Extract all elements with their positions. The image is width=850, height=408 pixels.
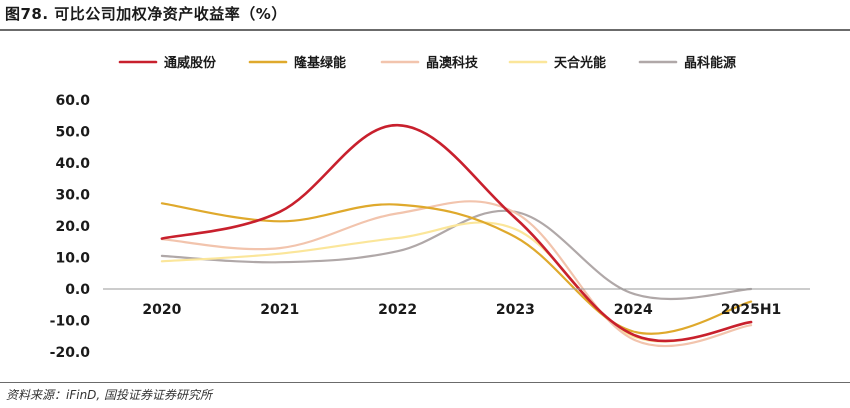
x-axis: 2020 2021 2022 2023 2024 2025H1 <box>103 288 810 318</box>
y-tick-label: 30.0 <box>55 188 90 204</box>
x-tick-label: 2024 <box>614 302 653 318</box>
legend-item: 天合光能 <box>508 55 606 71</box>
series-line <box>160 123 753 343</box>
y-tick-label: 20.0 <box>55 219 90 235</box>
legend-item: 晶科能源 <box>638 55 736 71</box>
y-tick-label: 60.0 <box>55 93 90 109</box>
chart-legend: 通威股份 隆基绿能 晶澳科技 天合光能 晶科能源 <box>118 55 736 71</box>
legend-item: 通威股份 <box>118 55 217 71</box>
x-tick-label: 2021 <box>260 302 299 318</box>
y-tick-label: 50.0 <box>55 125 90 141</box>
series-layer <box>160 123 753 348</box>
x-tick-label: 2025H1 <box>721 302 781 318</box>
source-divider <box>0 382 850 383</box>
y-tick-label: 40.0 <box>55 156 90 172</box>
y-tick-label: 10.0 <box>55 251 90 267</box>
legend-item: 隆基绿能 <box>248 55 346 71</box>
series-line <box>160 221 753 343</box>
y-axis: 60.0 50.0 40.0 30.0 20.0 10.0 0.0 -10.0 -20.0 <box>50 93 91 361</box>
series-line <box>160 202 753 335</box>
line-chart: 通威股份 隆基绿能 晶澳科技 天合光能 晶科能源 60.0 50.0 40.0 30.0 20.… <box>50 55 810 361</box>
x-tick-label: 2020 <box>142 302 181 318</box>
source-note: 资料来源：iFinD, 国投证券证券研究所 <box>6 388 213 402</box>
legend-label: 晶澳科技 <box>426 55 479 71</box>
legend-label: 晶科能源 <box>684 55 736 71</box>
legend-label: 天合光能 <box>554 55 606 71</box>
title-divider <box>0 29 850 31</box>
series-line <box>160 200 753 348</box>
y-tick-label: 0.0 <box>65 282 90 298</box>
legend-label: 隆基绿能 <box>294 55 346 71</box>
chart-title: 图78. 可比公司加权净资产收益率（%） <box>5 5 287 23</box>
x-tick-label: 2023 <box>496 302 535 318</box>
legend-label: 通威股份 <box>164 55 217 71</box>
y-tick-label: -10.0 <box>50 314 91 330</box>
x-tick-label: 2022 <box>378 302 417 318</box>
legend-item: 晶澳科技 <box>380 55 479 71</box>
y-tick-label: -20.0 <box>50 345 91 361</box>
